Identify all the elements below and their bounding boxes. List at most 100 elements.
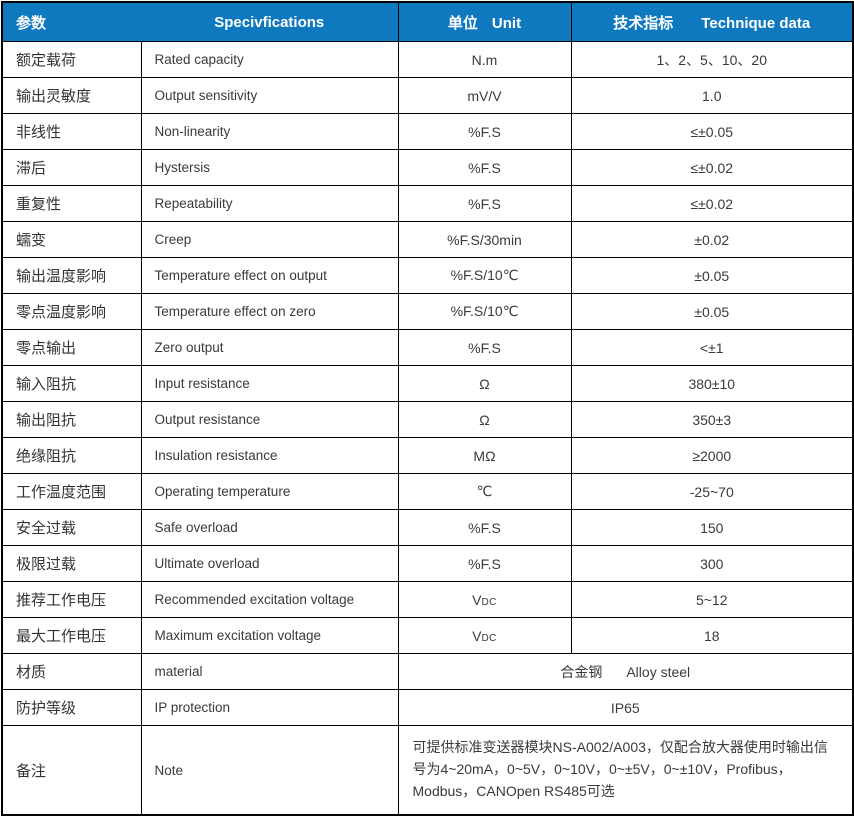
header-row: 参数 Specivfications 单位 Unit 技术指标 Technique … (2, 2, 853, 42)
param-cell: 滞后 (1, 149, 142, 186)
table-row-safe-overload: 安全过载 Safe overload %F.S 150 (1, 509, 854, 546)
spec-cell: IP protection (140, 689, 399, 726)
spec-cell: Ultimate overload (140, 545, 399, 582)
spec-cell: Maximum excitation voltage (140, 617, 399, 654)
value-cell: -25~70 (570, 473, 854, 510)
param-cell: 工作温度范围 (1, 473, 142, 510)
table-row-repeatability: 重复性 Repeatability %F.S ≤±0.02 (1, 185, 854, 222)
unit-cell: ℃ (397, 473, 572, 510)
unit-cell: %F.S (397, 149, 572, 186)
value-cell: ±0.02 (570, 221, 854, 258)
table-row-operating-temperature: 工作温度范围 Operating temperature ℃ -25~70 (1, 473, 854, 510)
param-cell: 输出温度影响 (1, 257, 142, 294)
header-tech-cn: 技术指标 (613, 14, 674, 32)
spec-cell: Insulation resistance (140, 437, 399, 474)
param-cell: 安全过载 (1, 509, 142, 546)
table-row-temp-effect-output: 输出温度影响 Temperature effect on output %F.S… (1, 257, 854, 294)
unit-cell: %F.S (397, 509, 572, 546)
unit-cell: Ω (397, 365, 572, 402)
table-row-non-linearity: 非线性 Non-linearity %F.S ≤±0.05 (1, 113, 854, 150)
param-cell: 零点输出 (1, 329, 142, 366)
table-row-output-resistance: 输出阻抗 Output resistance Ω 350±3 (1, 401, 854, 438)
header-tech-en: Technique data (701, 14, 811, 32)
header-unit: 单位 Unit (397, 2, 571, 42)
unit-cell: %F.S (397, 113, 572, 150)
param-cell: 输出阻抗 (1, 401, 142, 438)
table-row-insulation-resistance: 绝缘阻抗 Insulation resistance MΩ ≥2000 (1, 437, 854, 474)
unit-subscript: DC (481, 596, 497, 608)
spec-cell: Note (140, 725, 399, 816)
value-cell: 380±10 (570, 365, 854, 402)
spec-cell: Zero output (140, 329, 399, 366)
unit-cell: mV/V (397, 77, 572, 114)
param-cell: 推荐工作电压 (1, 581, 142, 618)
param-cell: 最大工作电压 (1, 617, 142, 654)
merged-value-cell: 合金钢 Alloy steel (397, 653, 854, 690)
spec-cell: Creep (140, 221, 399, 258)
param-cell: 输出灵敏度 (1, 77, 142, 114)
header-unit-en: Unit (491, 14, 522, 32)
unit-cell: %F.S/10℃ (397, 257, 572, 294)
header-technique-data: 技术指标 Technique data (570, 2, 853, 42)
param-cell: 绝缘阻抗 (1, 437, 142, 474)
table-row-output-sensitivity: 输出灵敏度 Output sensitivity mV/V 1.0 (1, 77, 854, 114)
unit-cell: %F.S/10℃ (397, 293, 572, 330)
table-row-material: 材质 material 合金钢 Alloy steel (1, 653, 854, 690)
value-cell: ≤±0.02 (570, 149, 854, 186)
param-cell: 备注 (1, 725, 142, 816)
param-cell: 输入阻抗 (1, 365, 142, 402)
material-cn: 合金钢 (560, 663, 603, 680)
spec-cell: Operating temperature (140, 473, 399, 510)
table-row-ultimate-overload: 极限过载 Ultimate overload %F.S 300 (1, 545, 854, 582)
unit-cell: %F.S (397, 185, 572, 222)
unit-subscript: DC (481, 632, 497, 644)
param-cell: 非线性 (1, 113, 142, 150)
note-value-cell: 可提供标准变送器模块NS-A002/A003，仅配合放大器使用时输出信号为4~2… (397, 725, 854, 816)
value-cell: 18 (570, 617, 854, 654)
table-row-input-resistance: 输入阻抗 Input resistance Ω 380±10 (1, 365, 854, 402)
table-row-temp-effect-zero: 零点温度影响 Temperature effect on zero %F.S/1… (1, 293, 854, 330)
param-cell: 蠕变 (1, 221, 142, 258)
spec-cell: material (140, 653, 399, 690)
value-cell: ±0.05 (570, 293, 854, 330)
table-row-note: 备注 Note 可提供标准变送器模块NS-A002/A003，仅配合放大器使用时… (1, 725, 854, 816)
spec-cell: Rated capacity (140, 41, 399, 78)
value-cell: <±1 (570, 329, 854, 366)
spec-cell: Safe overload (140, 509, 399, 546)
param-cell: 防护等级 (1, 689, 142, 726)
header-unit-cn: 单位 (447, 14, 478, 32)
value-cell: 1.0 (570, 77, 854, 114)
spec-cell: Temperature effect on zero (140, 293, 399, 330)
unit-cell: MΩ (397, 437, 572, 474)
spec-cell: Output resistance (140, 401, 399, 438)
value-cell: ≥2000 (570, 437, 854, 474)
unit-cell: %F.S/30min (397, 221, 572, 258)
value-cell: 5~12 (570, 581, 854, 618)
unit-cell: Ω (397, 401, 572, 438)
value-cell: 1、2、5、10、20 (570, 41, 854, 78)
table-row-recommended-voltage: 推荐工作电压 Recommended excitation voltage VD… (1, 581, 854, 618)
unit-cell: N.m (397, 41, 572, 78)
value-cell: ≤±0.02 (570, 185, 854, 222)
material-en: Alloy steel (626, 663, 691, 680)
spec-cell: Repeatability (140, 185, 399, 222)
unit-cell: VDC (397, 617, 572, 654)
unit-cell: %F.S (397, 329, 572, 366)
table-row-creep: 蠕变 Creep %F.S/30min ±0.02 (1, 221, 854, 258)
table-row-ip-protection: 防护等级 IP protection IP65 (1, 689, 854, 726)
spec-cell: Temperature effect on output (140, 257, 399, 294)
param-cell: 材质 (1, 653, 142, 690)
table-row-zero-output: 零点输出 Zero output %F.S <±1 (1, 329, 854, 366)
header-param: 参数 (2, 2, 141, 42)
merged-value-cell: IP65 (397, 689, 854, 726)
param-cell: 额定载荷 (1, 41, 142, 78)
unit-cell: VDC (397, 581, 572, 618)
value-cell: 350±3 (570, 401, 854, 438)
spec-cell: Recommended excitation voltage (140, 581, 399, 618)
param-cell: 零点温度影响 (1, 293, 142, 330)
spec-cell: Output sensitivity (140, 77, 399, 114)
spec-cell: Non-linearity (140, 113, 399, 150)
spec-cell: Hystersis (140, 149, 399, 186)
